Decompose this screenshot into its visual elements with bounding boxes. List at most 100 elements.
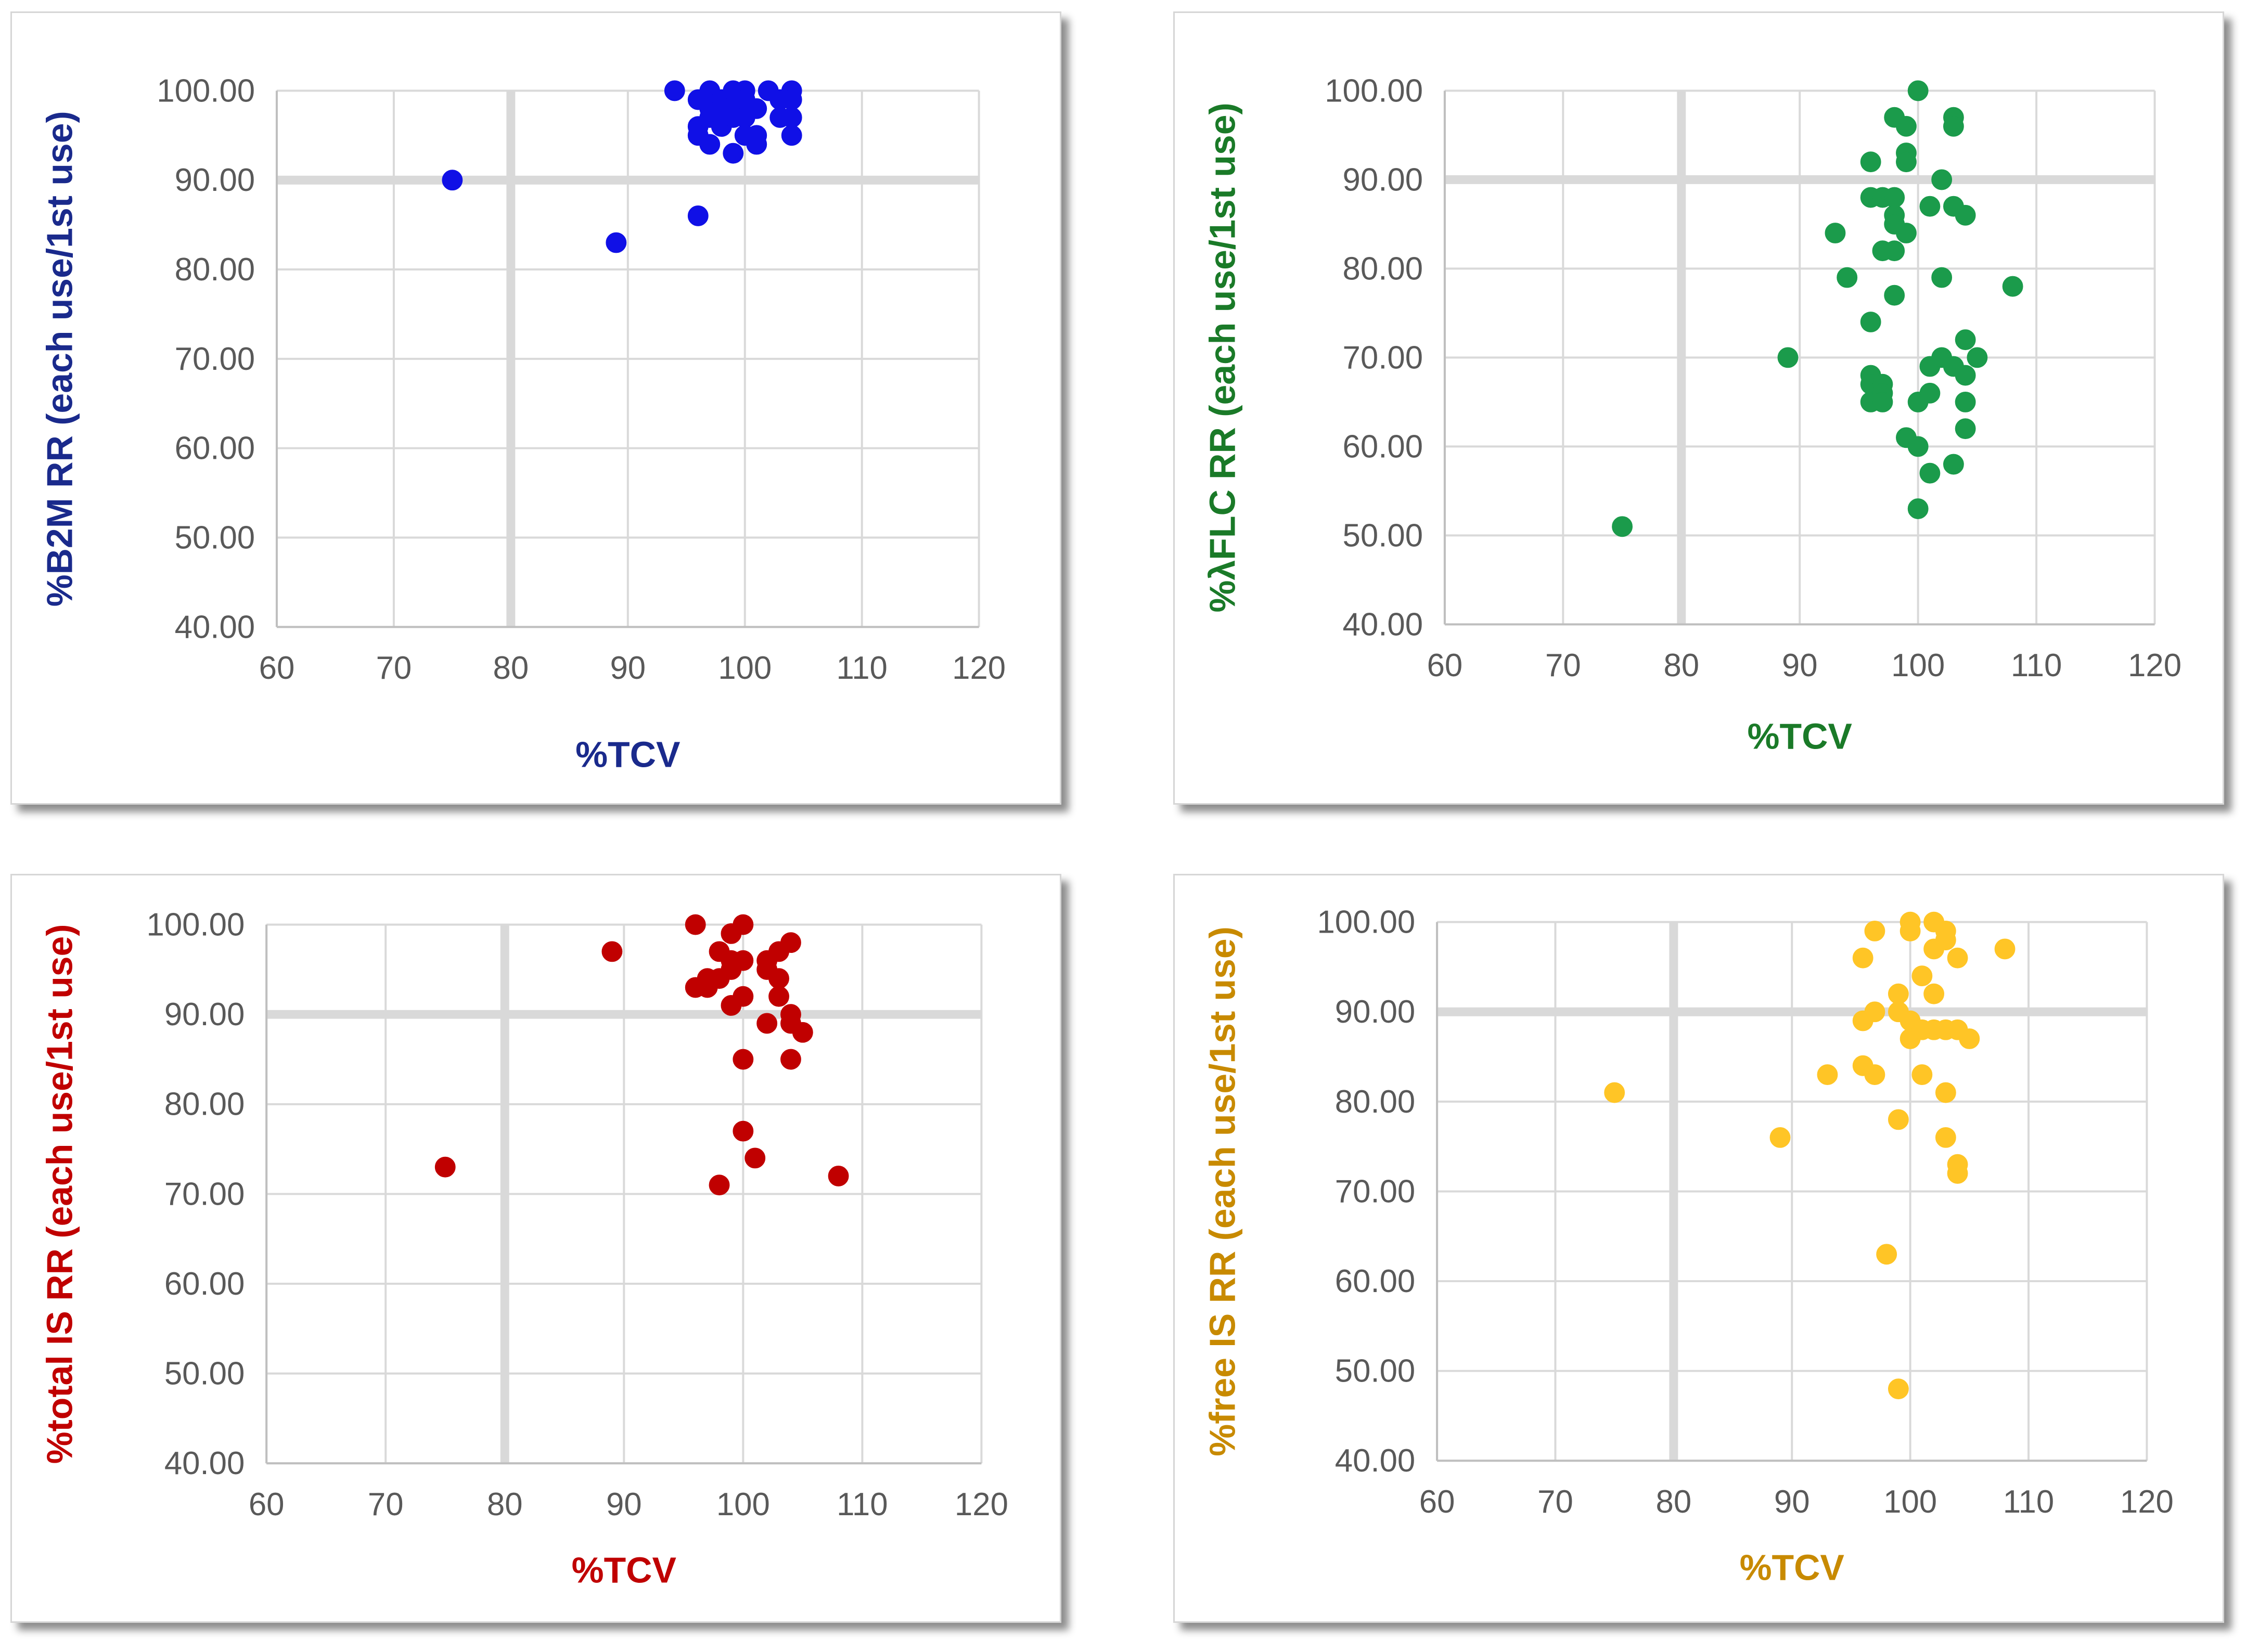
data-point xyxy=(1896,151,1917,173)
data-point xyxy=(1943,454,1964,475)
data-point xyxy=(746,98,767,119)
y-tick-label: 100.00 xyxy=(147,907,245,943)
x-tick-label: 90 xyxy=(1774,1484,1810,1520)
data-point xyxy=(1888,1378,1909,1400)
y-tick-label: 50.00 xyxy=(1343,518,1423,553)
data-point xyxy=(1864,1001,1885,1023)
gridlines xyxy=(1443,89,2156,626)
scatter-chart-svg: 60 70 80 90 100 110 120 40.00 50.00 60.00 70.00 80.… xyxy=(40,907,1008,1591)
x-tick-label: 120 xyxy=(2120,1484,2174,1520)
y-tick-label: 80.00 xyxy=(175,252,255,288)
data-point xyxy=(733,950,754,971)
data-point xyxy=(664,80,685,101)
y-axis-title: %total IS RR (each use/1st use) xyxy=(40,924,80,1464)
data-point xyxy=(1955,329,1976,351)
data-point xyxy=(687,205,709,226)
data-points xyxy=(442,80,802,253)
chart-panel-lambda-flc: 60 70 80 90 100 110 120 40.00 50.00 60.00 70.00 80.… xyxy=(1173,11,2224,805)
data-point xyxy=(434,1156,456,1178)
data-point xyxy=(1955,391,1976,412)
data-point xyxy=(1907,80,1929,101)
y-tick-label: 60.00 xyxy=(1335,1263,1416,1299)
data-point xyxy=(746,134,767,155)
data-point xyxy=(1852,947,1873,969)
x-tick-label: 90 xyxy=(610,650,646,686)
data-point xyxy=(1911,1064,1933,1085)
y-tick-label: 70.00 xyxy=(1335,1173,1416,1209)
data-point xyxy=(1896,223,1917,243)
x-tick-label: 70 xyxy=(376,650,412,686)
y-tick-label: 90.00 xyxy=(164,997,245,1032)
data-point xyxy=(1888,983,1909,1004)
data-point xyxy=(1612,516,1633,537)
chart-panel-b2m: 60 70 80 90 100 110 120 40.00 50.00 60.00 70.00 80.… xyxy=(10,11,1061,805)
data-point xyxy=(828,1165,849,1186)
data-point xyxy=(685,914,706,935)
data-point xyxy=(1955,365,1976,386)
data-point xyxy=(1900,920,1921,941)
x-tick-label: 90 xyxy=(606,1487,642,1522)
data-point xyxy=(1864,1064,1885,1085)
data-point xyxy=(1923,983,1945,1004)
data-point xyxy=(1955,418,1976,440)
x-axis-title: %TCV xyxy=(1740,1547,1844,1588)
data-point xyxy=(745,1147,766,1169)
x-tick-label: 70 xyxy=(368,1487,404,1522)
y-tick-label: 100.00 xyxy=(157,73,255,109)
data-point xyxy=(780,1049,801,1070)
y-tick-label: 100.00 xyxy=(1325,73,1423,109)
y-tick-label: 80.00 xyxy=(164,1087,245,1122)
x-tick-label: 120 xyxy=(955,1487,1008,1522)
data-point xyxy=(1947,1163,1968,1184)
y-tick-label: 70.00 xyxy=(164,1176,245,1212)
y-tick-label: 100.00 xyxy=(1317,905,1415,940)
y-tick-label: 70.00 xyxy=(175,341,255,377)
data-point xyxy=(1959,1028,1980,1049)
x-tick-label: 90 xyxy=(1782,648,1818,683)
data-point xyxy=(1884,285,1905,306)
data-point xyxy=(1896,115,1917,137)
data-point xyxy=(768,986,789,1007)
data-point xyxy=(1947,947,1968,969)
scatter-chart-svg: 60 70 80 90 100 110 120 40.00 50.00 60.00 70.00 80.… xyxy=(1202,73,2182,756)
data-point xyxy=(733,1049,754,1070)
x-axis-title: %TCV xyxy=(575,734,681,775)
data-point xyxy=(1907,498,1929,519)
y-tick-label: 40.00 xyxy=(175,609,255,645)
data-point xyxy=(1825,223,1846,243)
data-points xyxy=(1612,80,2023,537)
data-point xyxy=(699,134,721,155)
data-point xyxy=(781,107,802,128)
data-point xyxy=(601,941,623,962)
y-axis-title: %B2M RR (each use/1st use) xyxy=(40,111,80,606)
y-tick-label: 50.00 xyxy=(1335,1353,1416,1389)
data-point xyxy=(1943,115,1964,137)
x-tick-label: 110 xyxy=(2011,648,2062,683)
x-tick-label: 60 xyxy=(1419,1484,1455,1520)
data-point xyxy=(1888,1109,1909,1130)
data-point xyxy=(1884,187,1905,208)
data-point xyxy=(1935,1127,1956,1148)
x-tick-label: 80 xyxy=(493,650,529,686)
x-tick-label: 70 xyxy=(1545,648,1581,683)
x-axis-title: %TCV xyxy=(1748,716,1853,756)
data-point xyxy=(1911,965,1933,987)
data-point xyxy=(1955,204,1976,226)
data-point xyxy=(1860,151,1881,173)
data-points xyxy=(434,914,849,1196)
data-point xyxy=(792,1022,813,1043)
data-point xyxy=(1817,1064,1838,1085)
y-axis-title: %free IS RR (each use/1st use) xyxy=(1202,926,1243,1456)
y-tick-label: 40.00 xyxy=(1343,606,1423,642)
data-point xyxy=(768,968,789,989)
data-point xyxy=(1935,1082,1956,1103)
data-point xyxy=(781,125,802,146)
y-tick-label: 50.00 xyxy=(175,520,255,556)
data-point xyxy=(2002,276,2023,297)
x-axis-title: %TCV xyxy=(572,1550,676,1590)
x-tick-label: 80 xyxy=(487,1487,523,1522)
x-tick-label: 100 xyxy=(718,650,772,686)
chart-panel-free-is: 60 70 80 90 100 110 120 40.00 50.00 60.00 70.00 80.… xyxy=(1173,874,2224,1623)
data-point xyxy=(1876,1244,1897,1265)
data-point xyxy=(1919,462,1941,484)
